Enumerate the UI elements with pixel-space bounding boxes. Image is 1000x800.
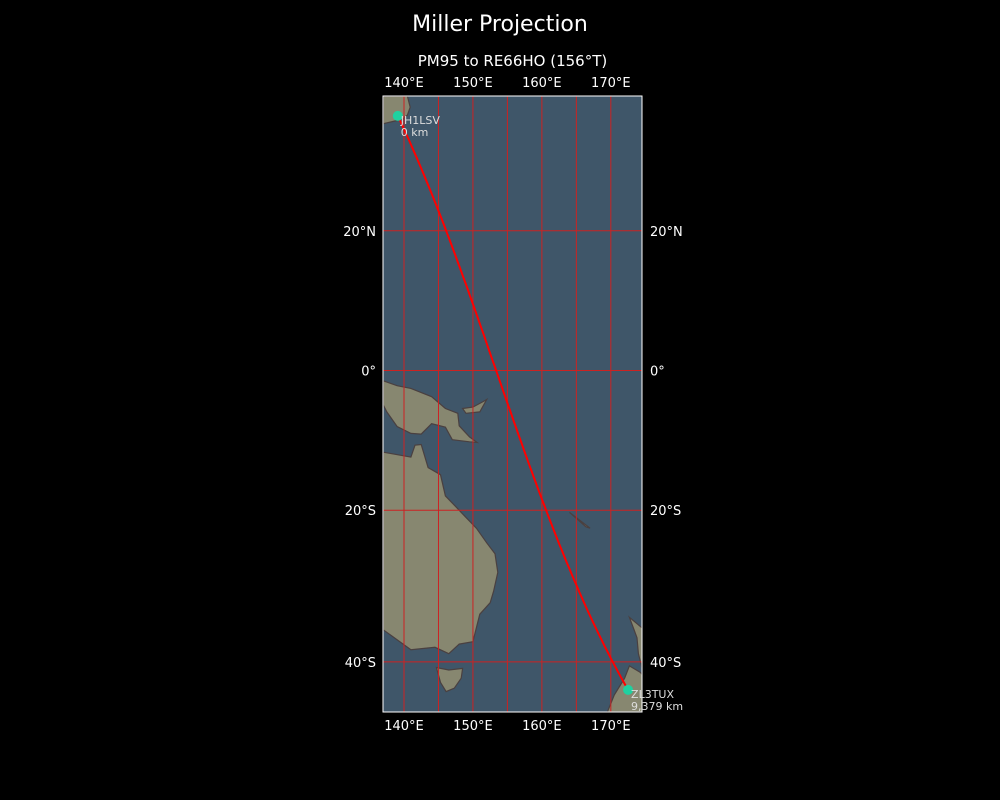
start-distance: 0 km	[401, 126, 429, 139]
lon-tick-label: 150°E	[453, 719, 493, 734]
lat-tick-label-left: 40°S	[345, 656, 376, 671]
landmass	[383, 380, 480, 444]
lon-tick-label: 150°E	[453, 76, 493, 91]
landmass	[435, 666, 464, 693]
lat-tick-label-right: 40°S	[650, 656, 681, 671]
map-frame	[382, 95, 643, 713]
gridlines	[383, 96, 642, 712]
lat-tick-label-right: 20°N	[650, 225, 683, 240]
figure-title: Miller Projection	[412, 12, 588, 37]
end-distance: 9,379 km	[631, 700, 683, 713]
lon-tick-label: 170°E	[591, 76, 631, 91]
start-callsign: JH1LSV	[400, 114, 441, 127]
end-callsign: ZL3TUX	[631, 688, 674, 701]
lon-tick-label: 160°E	[522, 76, 562, 91]
lon-tick-label: 160°E	[522, 719, 562, 734]
lat-tick-label-left: 20°S	[345, 504, 376, 519]
start-marker	[392, 110, 403, 121]
landmass	[383, 96, 411, 125]
great-circle-path	[396, 115, 629, 691]
lat-tick-label-left: 20°N	[343, 225, 376, 240]
lon-tick-label: 170°E	[591, 719, 631, 734]
lat-tick-label-right: 20°S	[650, 504, 681, 519]
landmass	[569, 511, 591, 529]
lat-tick-label-right: 0°	[650, 365, 665, 380]
lat-tick-label-left: 0°	[361, 365, 376, 380]
lon-tick-label: 140°E	[384, 76, 424, 91]
landmass	[383, 443, 499, 655]
lon-tick-label: 140°E	[384, 719, 424, 734]
axis-ticks: 140°E 140°E 150°E 150°E 160°E 160°E 170°E 170°E…	[343, 76, 683, 734]
map-subtitle: PM95 to RE66HO (156°T)	[417, 52, 608, 70]
end-marker	[623, 684, 634, 695]
